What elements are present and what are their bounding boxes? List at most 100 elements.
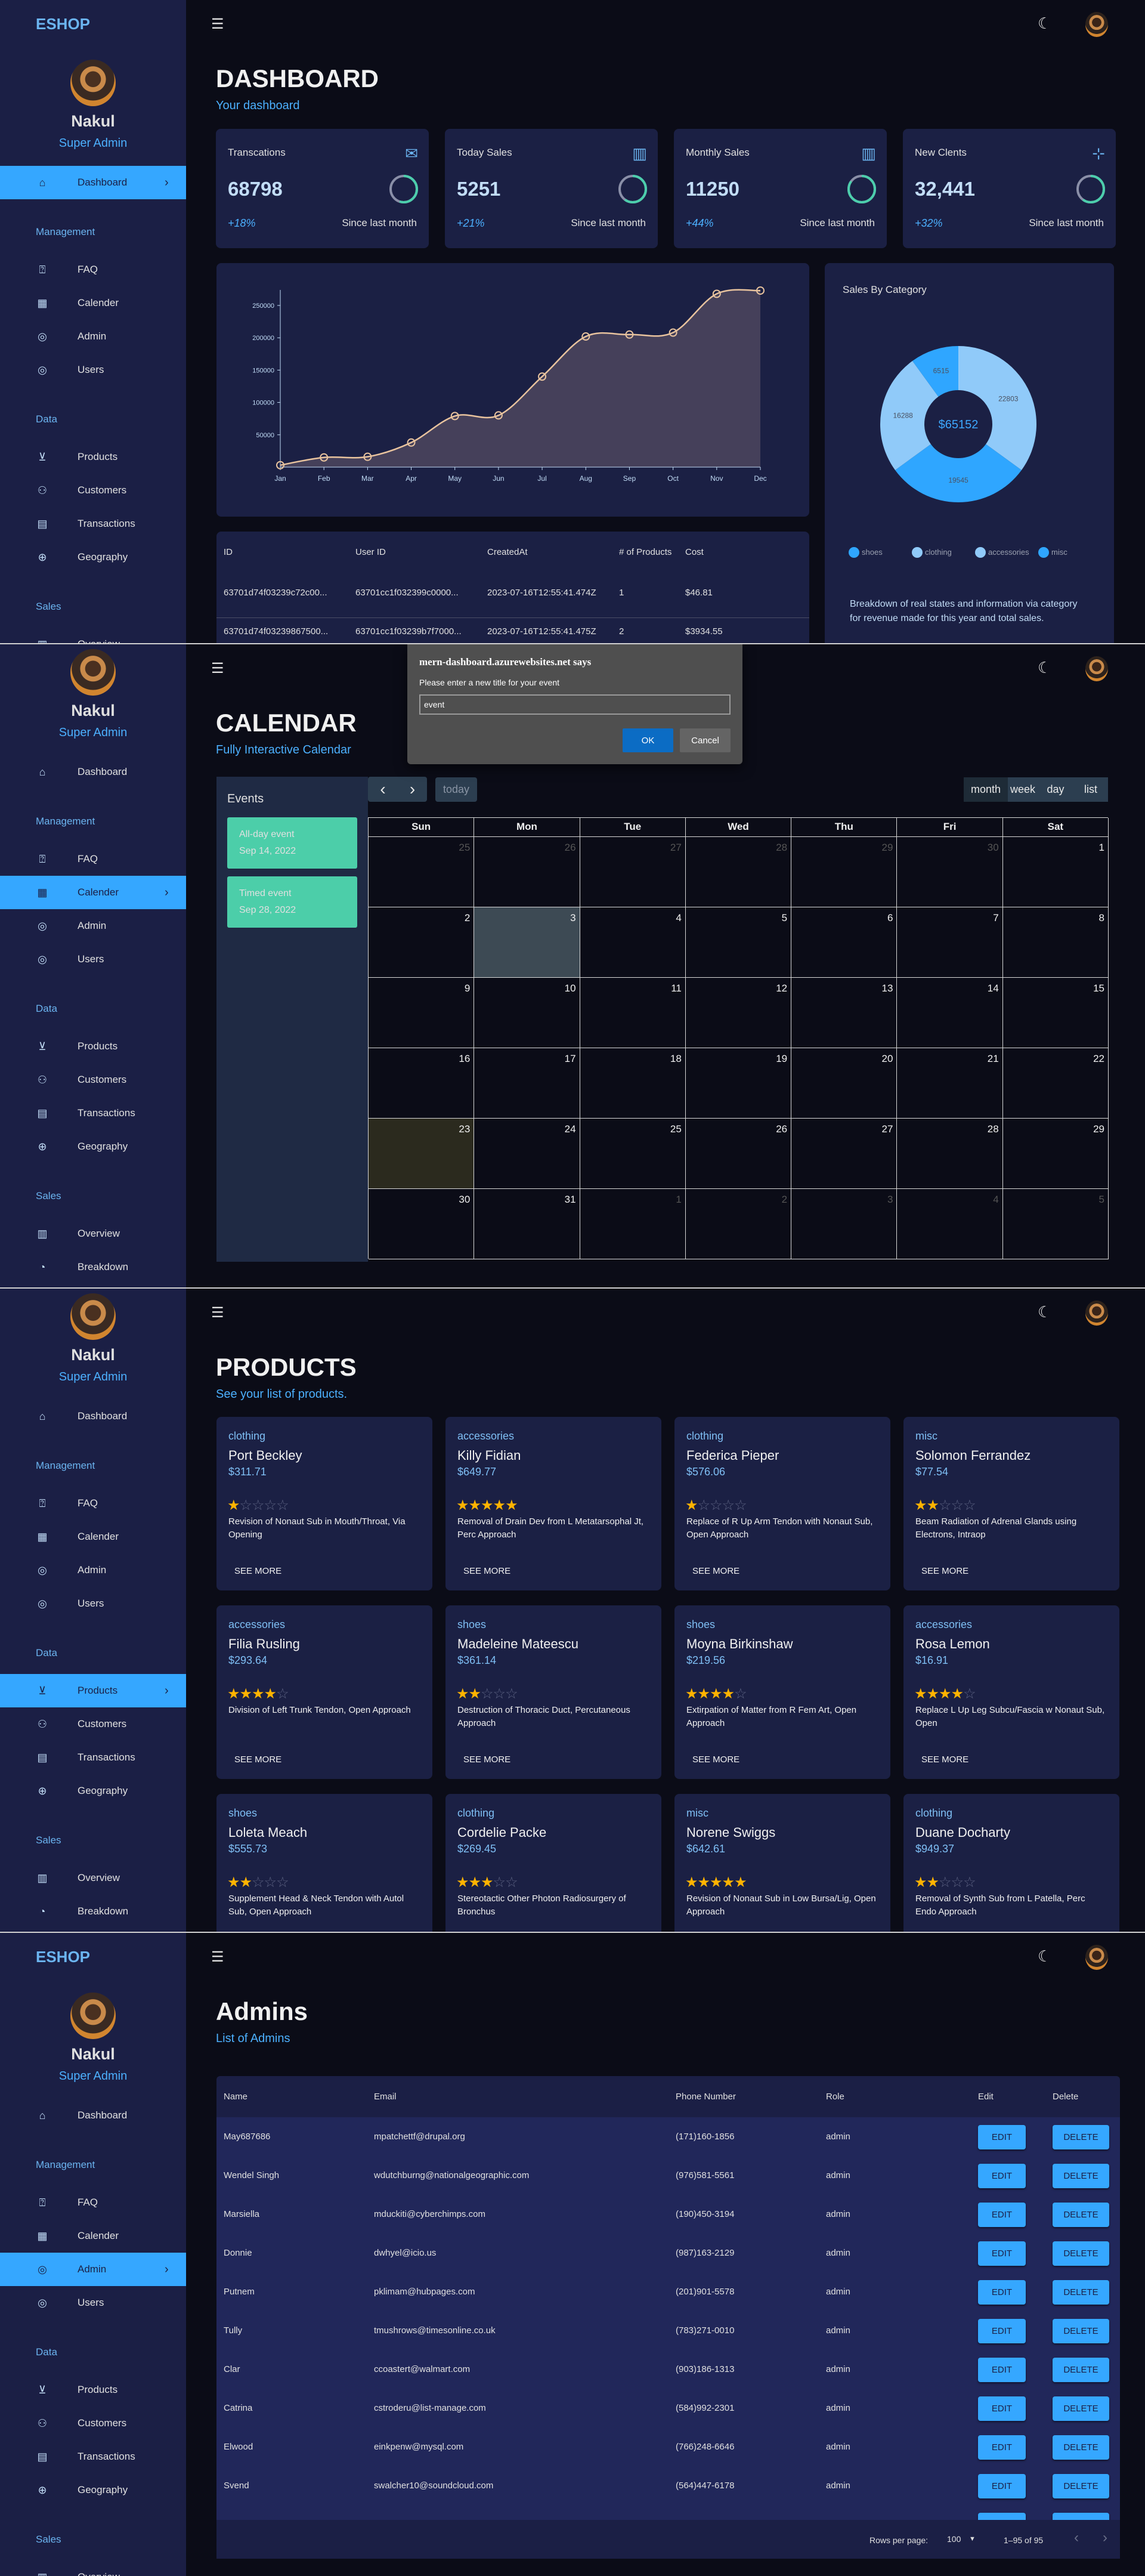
table-row[interactable]: Putnem pklimam@hubpages.com (201)901-5578 a… bbox=[216, 2272, 1120, 2311]
table-row[interactable]: 63701d74f03239867500... 63701cc1f03239b7f… bbox=[216, 618, 809, 643]
edit-button[interactable]: EDIT bbox=[978, 2474, 1026, 2498]
calendar-day[interactable]: 7 bbox=[897, 907, 1003, 978]
view-list-button[interactable]: list bbox=[1073, 777, 1108, 802]
calendar-day[interactable]: 27 bbox=[580, 837, 686, 907]
calendar-day[interactable]: 25 bbox=[580, 1119, 686, 1189]
delete-button[interactable]: DELETE bbox=[1053, 2396, 1109, 2421]
calendar-day[interactable]: 26 bbox=[685, 1119, 792, 1189]
sidebar-item-users[interactable]: ◎ Users bbox=[0, 2286, 186, 2319]
sidebar-item-geography[interactable]: ⊕ Geography bbox=[0, 1130, 186, 1163]
profile-avatar[interactable] bbox=[1085, 1945, 1108, 1970]
sidebar-item-customers[interactable]: ⚇ Customers bbox=[0, 1707, 186, 1741]
dark-mode-icon[interactable]: ☾ bbox=[1038, 1303, 1052, 1321]
rows-per-page-select[interactable]: 100 bbox=[947, 2534, 961, 2544]
delete-button[interactable]: DELETE bbox=[1053, 2164, 1109, 2188]
column-header[interactable]: Role bbox=[826, 2092, 844, 2102]
calendar-day[interactable]: 19 bbox=[685, 1048, 792, 1119]
table-row[interactable]: Marsiella mduckiti@cyberchimps.com (190)45… bbox=[216, 2195, 1120, 2234]
edit-button[interactable]: EDIT bbox=[978, 2164, 1026, 2188]
prev-button[interactable]: ‹ bbox=[368, 777, 398, 802]
event-item[interactable]: All-day event Sep 14, 2022 bbox=[227, 817, 357, 869]
calendar-day[interactable]: 18 bbox=[580, 1048, 686, 1119]
delete-button[interactable]: DELETE bbox=[1053, 2241, 1109, 2266]
event-item[interactable]: Timed event Sep 28, 2022 bbox=[227, 876, 357, 928]
sidebar-item-geography[interactable]: ⊕ Geography bbox=[0, 540, 186, 574]
calendar-day[interactable]: 2 bbox=[369, 907, 475, 978]
delete-button[interactable]: DELETE bbox=[1053, 2513, 1109, 2520]
calendar-day[interactable]: 5 bbox=[685, 907, 792, 978]
sidebar-item-admin[interactable]: ◎ Admin › bbox=[0, 2253, 186, 2286]
menu-icon[interactable]: ☰ bbox=[211, 1305, 224, 1321]
see-more-button[interactable]: SEE MORE bbox=[234, 1755, 282, 1765]
dark-mode-icon[interactable]: ☾ bbox=[1038, 1947, 1052, 1965]
sidebar-item-transactions[interactable]: ▤ Transactions bbox=[0, 1741, 186, 1774]
sidebar-item-calender[interactable]: ▦ Calender bbox=[0, 2219, 186, 2253]
calendar-day[interactable]: 8 bbox=[1002, 907, 1109, 978]
column-header[interactable]: Email bbox=[374, 2092, 397, 2102]
delete-button[interactable]: DELETE bbox=[1053, 2280, 1109, 2305]
sidebar-item-products[interactable]: ⊻ Products › bbox=[0, 1674, 186, 1707]
delete-button[interactable]: DELETE bbox=[1053, 2125, 1109, 2149]
calendar-day[interactable]: 1 bbox=[1002, 837, 1109, 907]
menu-icon[interactable]: ☰ bbox=[211, 16, 224, 32]
edit-button[interactable]: EDIT bbox=[978, 2358, 1026, 2382]
sidebar-item-faq[interactable]: ⍰ FAQ bbox=[0, 2186, 186, 2219]
sidebar-item-faq[interactable]: ⍰ FAQ bbox=[0, 1487, 186, 1520]
calendar-day[interactable]: 3 bbox=[791, 1189, 898, 1259]
calendar-day[interactable]: 13 bbox=[791, 978, 898, 1048]
table-row[interactable]: Svend swalcher10@soundcloud.com (564)447-6… bbox=[216, 2466, 1120, 2505]
sidebar-item-customers[interactable]: ⚇ Customers bbox=[0, 2407, 186, 2440]
delete-button[interactable]: DELETE bbox=[1053, 2203, 1109, 2227]
delete-button[interactable]: DELETE bbox=[1053, 2474, 1109, 2498]
sidebar-item-overview[interactable]: ▥ Overview bbox=[0, 1861, 186, 1895]
sidebar-item-admin[interactable]: ◎ Admin bbox=[0, 320, 186, 353]
calendar-day[interactable]: 25 bbox=[369, 837, 475, 907]
calendar-day[interactable]: 10 bbox=[474, 978, 580, 1048]
view-day-button[interactable]: day bbox=[1038, 777, 1073, 802]
sidebar-item-products[interactable]: ⊻ Products bbox=[0, 1030, 186, 1063]
sidebar-item-users[interactable]: ◎ Users bbox=[0, 353, 186, 387]
calendar-day[interactable]: 3 bbox=[474, 907, 580, 978]
event-title-input[interactable] bbox=[419, 694, 731, 715]
sidebar-item-users[interactable]: ◎ Users bbox=[0, 1587, 186, 1620]
next-button[interactable]: › bbox=[398, 777, 427, 802]
calendar-day[interactable]: 28 bbox=[897, 1119, 1003, 1189]
sidebar-item-overview[interactable]: ▥ Overview bbox=[0, 1217, 186, 1250]
table-row[interactable]: May687686 mpatchettf@drupal.org (171)160-1… bbox=[216, 2117, 1120, 2156]
edit-button[interactable]: EDIT bbox=[978, 2280, 1026, 2305]
calendar-day[interactable]: 12 bbox=[685, 978, 792, 1048]
sidebar-item-customers[interactable]: ⚇ Customers bbox=[0, 1063, 186, 1097]
calendar-day[interactable]: 20 bbox=[791, 1048, 898, 1119]
calendar-day[interactable]: 28 bbox=[685, 837, 792, 907]
sidebar-item-users[interactable]: ◎ Users bbox=[0, 943, 186, 976]
dark-mode-icon[interactable]: ☾ bbox=[1038, 14, 1052, 32]
calendar-day[interactable]: 29 bbox=[791, 837, 898, 907]
table-row[interactable]: Tully tmushrows@timesonline.co.uk (783)271… bbox=[216, 2311, 1120, 2350]
see-more-button[interactable]: SEE MORE bbox=[463, 1755, 511, 1765]
sidebar-item-dashboard[interactable]: ⌂ Dashboard bbox=[0, 1400, 186, 1433]
delete-button[interactable]: DELETE bbox=[1053, 2435, 1109, 2460]
calendar-day[interactable]: 14 bbox=[897, 978, 1003, 1048]
prev-page-button[interactable]: ‹ bbox=[1074, 2529, 1079, 2546]
column-header[interactable]: Edit bbox=[978, 2092, 994, 2102]
dropdown-arrow-icon[interactable]: ▼ bbox=[969, 2535, 976, 2543]
sidebar-item-transactions[interactable]: ▤ Transactions bbox=[0, 1097, 186, 1130]
calendar-day[interactable]: 23 bbox=[369, 1119, 475, 1189]
edit-button[interactable]: EDIT bbox=[978, 2241, 1026, 2266]
calendar-day[interactable]: 1 bbox=[580, 1189, 686, 1259]
calendar-day[interactable]: 11 bbox=[580, 978, 686, 1048]
edit-button[interactable]: EDIT bbox=[978, 2125, 1026, 2149]
edit-button[interactable]: EDIT bbox=[978, 2203, 1026, 2227]
sidebar-item-dashboard[interactable]: ⌂ Dashboard › bbox=[0, 166, 186, 199]
calendar-day[interactable]: 30 bbox=[897, 837, 1003, 907]
sidebar-item-transactions[interactable]: ▤ Transactions bbox=[0, 507, 186, 540]
sidebar-item-geography[interactable]: ⊕ Geography bbox=[0, 2473, 186, 2507]
calendar-day[interactable]: 15 bbox=[1002, 978, 1109, 1048]
calendar-day[interactable]: 5 bbox=[1002, 1189, 1109, 1259]
table-row[interactable]: Clar ccoastert@walmart.com (903)186-1313 ad… bbox=[216, 2350, 1120, 2389]
see-more-button[interactable]: SEE MORE bbox=[463, 1566, 511, 1576]
table-row[interactable]: 63701d74f03239c72c00... 63701cc1f032399c0… bbox=[216, 579, 809, 618]
sidebar-item-products[interactable]: ⊻ Products bbox=[0, 2373, 186, 2407]
sidebar-item-geography[interactable]: ⊕ Geography bbox=[0, 1774, 186, 1808]
sidebar-item-overview[interactable]: ▥ Overview bbox=[0, 628, 186, 644]
